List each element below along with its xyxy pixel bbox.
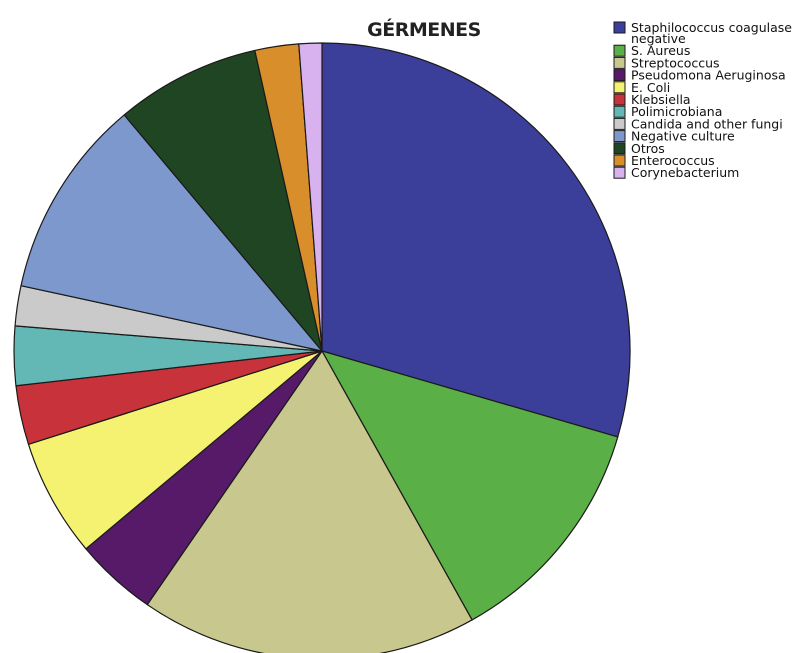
legend-swatch	[613, 21, 626, 34]
legend-item-negative-culture: Negative culture	[613, 129, 735, 144]
legend-label: Negative culture	[631, 129, 735, 144]
chart-title: GÉRMENES	[367, 18, 481, 41]
legend-item-candida-and-other-fungi: Candida and other fungi	[613, 116, 783, 131]
legend-label: negative	[631, 31, 686, 46]
legend-item-corynebacterium: Corynebacterium	[613, 165, 739, 180]
legend-label: Staphilococcus coagulase	[631, 20, 792, 35]
pie-slice-otros	[123, 49, 323, 352]
legend-swatch	[613, 166, 626, 179]
legend-item-streptococcus: Streptococcus	[613, 55, 720, 70]
legend-label: Klebsiella	[631, 92, 691, 107]
pie-slice-s-aureus	[321, 350, 619, 621]
pie-slice-staphilococcus-coagulase-negative	[321, 42, 631, 438]
legend-swatch	[613, 142, 626, 155]
pie-slice-streptococcus	[146, 350, 473, 653]
legend-swatch	[613, 56, 626, 69]
legend-label: Enterococcus	[631, 153, 715, 168]
legend-item-polimicrobiana: Polimicrobiana	[613, 104, 722, 119]
legend-label: Candida and other fungi	[631, 116, 783, 131]
legend-label: Polimicrobiana	[631, 104, 722, 119]
legend-swatch	[613, 93, 626, 106]
legend-swatch	[613, 117, 626, 130]
legend-swatch	[613, 130, 626, 143]
legend-swatch	[613, 69, 626, 82]
pie-slice-e-coli	[27, 350, 323, 550]
legend-swatch	[613, 154, 626, 167]
legend-label: Pseudomona Aeruginosa	[631, 68, 786, 83]
legend-item-enterococcus: Enterococcus	[613, 153, 715, 168]
legend-label: Streptococcus	[631, 55, 720, 70]
legend-swatch	[613, 81, 626, 94]
legend-swatch	[613, 44, 626, 57]
legend-item-pseudomona-aeruginosa: Pseudomona Aeruginosa	[613, 68, 786, 83]
legend-item-e-coli: E. Coli	[613, 80, 670, 95]
legend-swatch	[613, 105, 626, 118]
legend-label: E. Coli	[631, 80, 670, 95]
legend-item-otros: Otros	[613, 141, 665, 156]
legend-item-s-aureus: S. Aureus	[613, 43, 690, 58]
legend-label: S. Aureus	[631, 43, 690, 58]
legend-label: Otros	[631, 141, 665, 156]
pie-slices	[13, 42, 631, 653]
legend-label: Corynebacterium	[631, 165, 739, 180]
pie-slice-corynebacterium	[298, 42, 323, 352]
pie-slice-negative-culture	[20, 114, 323, 352]
legend-item-klebsiella: Klebsiella	[613, 92, 691, 107]
